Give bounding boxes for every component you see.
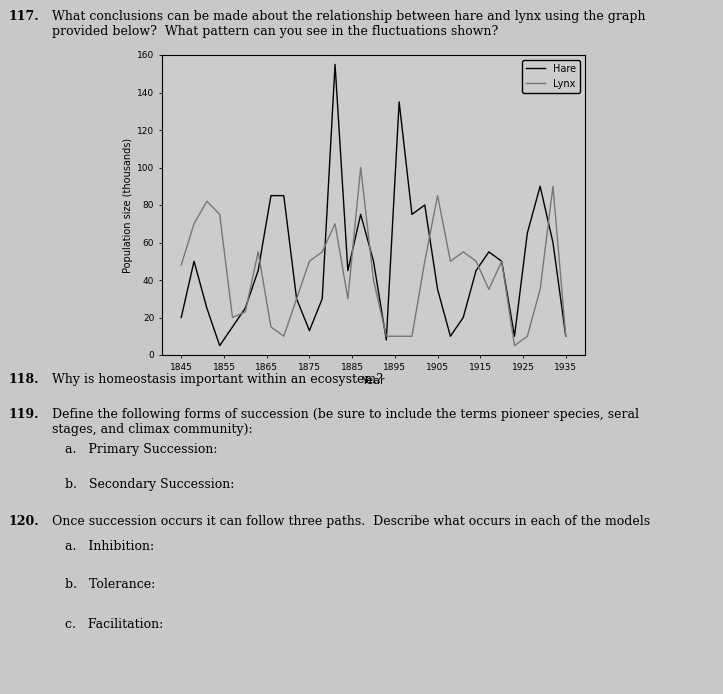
Hare	[189, 257, 198, 265]
Lynx	[356, 163, 365, 171]
Line: Hare: Hare	[181, 65, 566, 346]
Lynx	[433, 192, 442, 200]
Hare	[408, 210, 416, 219]
Lynx	[254, 248, 262, 256]
Line: Lynx: Lynx	[181, 167, 566, 346]
Lynx	[330, 219, 339, 228]
Text: a.   Inhibition:: a. Inhibition:	[65, 540, 154, 553]
Lynx	[446, 257, 455, 265]
Lynx	[177, 261, 186, 269]
Text: Why is homeostasis important within an ecosystem?: Why is homeostasis important within an e…	[52, 373, 383, 386]
Hare	[395, 98, 403, 106]
Lynx	[382, 332, 390, 341]
Hare	[330, 60, 339, 69]
Lynx	[510, 341, 519, 350]
Lynx	[536, 285, 544, 294]
Hare	[549, 238, 557, 246]
Hare	[215, 341, 224, 350]
Text: 117.: 117.	[8, 10, 38, 23]
Hare	[562, 332, 570, 341]
X-axis label: Year: Year	[362, 376, 385, 386]
Hare	[536, 182, 544, 190]
Lynx	[292, 294, 301, 303]
Text: a.   Primary Succession:: a. Primary Succession:	[65, 443, 218, 456]
Text: What conclusions can be made about the relationship between hare and lynx using : What conclusions can be made about the r…	[52, 10, 646, 38]
Hare	[382, 336, 390, 344]
Lynx	[549, 182, 557, 190]
Hare	[433, 285, 442, 294]
Text: b.   Secondary Succession:: b. Secondary Succession:	[65, 478, 234, 491]
Text: c.   Facilitation:: c. Facilitation:	[65, 618, 163, 631]
Hare	[279, 192, 288, 200]
Lynx	[395, 332, 403, 341]
Lynx	[408, 332, 416, 341]
Hare	[177, 313, 186, 321]
Hare	[228, 323, 237, 331]
Hare	[497, 257, 506, 265]
Text: 118.: 118.	[8, 373, 38, 386]
Legend: Hare, Lynx: Hare, Lynx	[522, 60, 580, 92]
Text: 120.: 120.	[8, 515, 38, 528]
Lynx	[484, 285, 493, 294]
Hare	[292, 294, 301, 303]
Hare	[484, 248, 493, 256]
Hare	[202, 304, 211, 312]
Hare	[369, 257, 378, 265]
Hare	[523, 229, 531, 237]
Lynx	[202, 197, 211, 205]
Lynx	[497, 257, 506, 265]
Text: 119.: 119.	[8, 408, 38, 421]
Hare	[318, 294, 327, 303]
Hare	[241, 304, 249, 312]
Hare	[471, 266, 480, 275]
Text: Once succession occurs it can follow three paths.  Describe what occurs in each : Once succession occurs it can follow thr…	[52, 515, 650, 528]
Lynx	[471, 257, 480, 265]
Hare	[510, 332, 519, 341]
Hare	[356, 210, 365, 219]
Lynx	[189, 219, 198, 228]
Lynx	[369, 276, 378, 284]
Lynx	[318, 248, 327, 256]
Lynx	[343, 294, 352, 303]
Hare	[343, 266, 352, 275]
Hare	[459, 313, 468, 321]
Lynx	[562, 332, 570, 341]
Lynx	[305, 257, 314, 265]
Lynx	[267, 323, 275, 331]
Lynx	[459, 248, 468, 256]
Lynx	[241, 307, 249, 316]
Hare	[421, 201, 429, 209]
Hare	[446, 332, 455, 341]
Y-axis label: Population size (thousands): Population size (thousands)	[123, 137, 133, 273]
Lynx	[523, 332, 531, 341]
Hare	[305, 326, 314, 335]
Lynx	[215, 210, 224, 219]
Text: b.   Tolerance:: b. Tolerance:	[65, 578, 155, 591]
Hare	[267, 192, 275, 200]
Text: Define the following forms of succession (be sure to include the terms pioneer s: Define the following forms of succession…	[52, 408, 639, 436]
Hare	[254, 266, 262, 275]
Lynx	[228, 313, 237, 321]
Lynx	[279, 332, 288, 341]
Lynx	[421, 257, 429, 265]
